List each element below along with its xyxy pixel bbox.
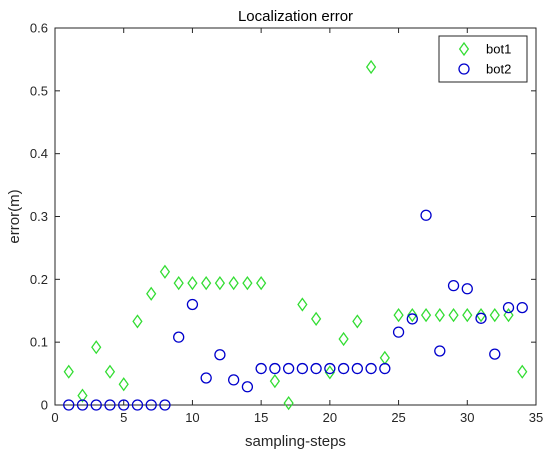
bot1-point [242, 275, 253, 291]
legend-label-bot1: bot1 [486, 42, 511, 57]
bot1-point [269, 374, 281, 389]
bot1-point [146, 286, 157, 301]
bot2-point [76, 399, 89, 411]
x-tick-label: 10 [185, 410, 199, 425]
x-tick-label: 0 [51, 410, 58, 425]
bot1-point [324, 365, 335, 380]
data-marks [63, 59, 528, 411]
x-tick-label: 25 [391, 410, 405, 425]
bot2-point [118, 399, 130, 411]
bot1-point [434, 308, 445, 323]
bot2-point [351, 362, 363, 375]
bot2-point [282, 362, 295, 375]
y-tick-label: 0.3 [30, 209, 48, 224]
bot1-point [393, 308, 404, 323]
bot2-point [214, 349, 226, 361]
bot2-point [145, 399, 157, 411]
bot1-point [407, 308, 418, 323]
y-tick-label: 0.6 [30, 21, 48, 36]
x-tick-label: 15 [254, 410, 268, 425]
legend-marker-bot2 [458, 63, 470, 75]
bot1-point [448, 308, 459, 323]
bot2-point [186, 298, 199, 311]
y-tick-label: 0 [41, 398, 48, 413]
legend-box [438, 35, 528, 83]
x-tick-label: 30 [460, 410, 474, 425]
y-axis-title: error(m) [6, 189, 23, 243]
bot2-point [337, 362, 350, 375]
bot1-point [475, 308, 487, 323]
chart-title: Localization error [238, 8, 353, 25]
bot2-point [434, 345, 446, 357]
y-tick-label: 0.1 [30, 335, 48, 350]
bot2-point [159, 399, 171, 411]
bot1-point [118, 377, 129, 392]
bot1-point [77, 388, 88, 403]
bot2-point [104, 399, 116, 411]
bot1-point [104, 364, 116, 379]
x-tick-label: 5 [120, 410, 127, 425]
bot1-point [63, 364, 74, 379]
bot1-point [310, 311, 322, 327]
y-tick-label: 0.4 [30, 146, 48, 161]
axes: 0 5 10 15 20 25 30 35 0 0.1 0.2 0.3 0.4 0.5 0.6 [30, 21, 543, 426]
bot1-point [338, 331, 349, 347]
bot1-point [173, 275, 184, 291]
bot2-point [63, 399, 75, 411]
bot2-point [269, 362, 281, 375]
legend: bot1 bot2 [438, 35, 528, 83]
bot2-point [200, 372, 212, 384]
bot1-point [256, 275, 267, 291]
legend-marker-bot1 [458, 41, 470, 57]
y-tick-label: 0.5 [30, 83, 48, 98]
series-bot1 [63, 59, 528, 411]
bot1-point [503, 308, 514, 323]
bot1-point [517, 364, 528, 379]
bot2-point [228, 374, 240, 386]
bot2-point [461, 283, 473, 295]
bot2-point [379, 362, 391, 375]
bot2-point [310, 362, 322, 375]
legend-label-bot2: bot2 [486, 62, 511, 77]
y-tick-label: 0.2 [30, 272, 48, 287]
bot1-point [91, 340, 102, 355]
bot1-point [489, 308, 500, 323]
bot2-point [420, 209, 432, 221]
bot1-point [462, 308, 473, 323]
bot2-point [475, 312, 487, 324]
bot1-point [132, 314, 143, 329]
bot1-point [297, 297, 308, 312]
bot2-point [406, 313, 418, 325]
bot1-point [228, 275, 239, 291]
x-tick-label: 35 [529, 410, 543, 425]
x-axis-title: sampling-steps [245, 433, 346, 450]
bot1-point [420, 308, 432, 323]
bot2-point [296, 362, 309, 375]
bot2-point [365, 362, 377, 375]
bot2-point [502, 301, 515, 314]
bot2-point [241, 381, 254, 393]
bot2-point [131, 399, 144, 411]
bot1-point [365, 59, 377, 75]
bot2-point [255, 362, 267, 375]
bot2-point [392, 326, 405, 338]
series-bot2 [63, 209, 528, 411]
bot2-point [173, 331, 185, 343]
bot2-point [489, 348, 501, 360]
x-tick-label: 20 [323, 410, 337, 425]
bot1-point [283, 396, 294, 411]
bot1-point [214, 275, 226, 291]
plot-area-frame [54, 27, 537, 406]
bot1-point [159, 264, 171, 279]
bot1-point [352, 314, 363, 329]
bot1-point [187, 275, 198, 291]
bot2-point [324, 362, 336, 375]
bot1-point [201, 275, 212, 291]
bot2-point [516, 301, 528, 314]
bot2-point [90, 399, 102, 411]
bot2-point [447, 279, 460, 292]
